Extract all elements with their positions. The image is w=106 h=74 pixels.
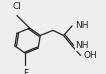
Text: NH: NH [75, 41, 89, 50]
Text: F: F [23, 69, 28, 74]
Text: NH: NH [75, 21, 89, 30]
Text: Cl: Cl [13, 2, 21, 11]
Text: OH: OH [84, 51, 98, 60]
